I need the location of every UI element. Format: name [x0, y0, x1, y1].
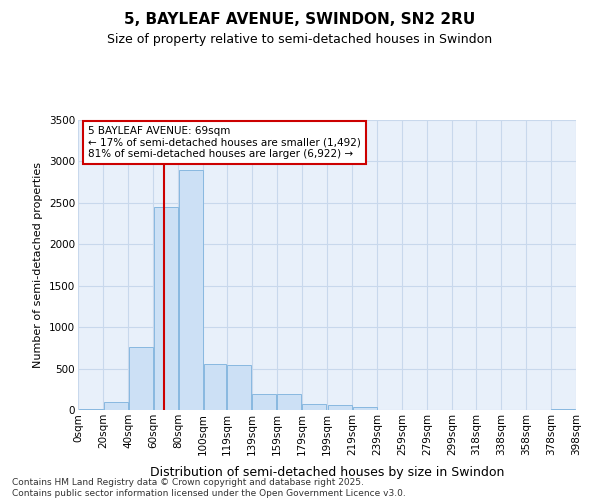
Bar — [551, 409, 575, 410]
Bar — [353, 406, 377, 410]
Bar — [128, 347, 152, 410]
Bar — [104, 402, 128, 410]
Y-axis label: Number of semi-detached properties: Number of semi-detached properties — [34, 162, 43, 368]
Text: 5, BAYLEAF AVENUE, SWINDON, SN2 2RU: 5, BAYLEAF AVENUE, SWINDON, SN2 2RU — [124, 12, 476, 28]
X-axis label: Distribution of semi-detached houses by size in Swindon: Distribution of semi-detached houses by … — [150, 466, 504, 479]
Text: Size of property relative to semi-detached houses in Swindon: Size of property relative to semi-detach… — [107, 32, 493, 46]
Bar — [227, 366, 251, 410]
Text: 5 BAYLEAF AVENUE: 69sqm
← 17% of semi-detached houses are smaller (1,492)
81% of: 5 BAYLEAF AVENUE: 69sqm ← 17% of semi-de… — [88, 126, 361, 159]
Bar — [302, 404, 326, 410]
Bar — [253, 394, 277, 410]
Bar — [203, 364, 226, 410]
Bar — [79, 409, 103, 410]
Bar — [277, 394, 301, 410]
Bar — [328, 406, 352, 410]
Text: Contains HM Land Registry data © Crown copyright and database right 2025.
Contai: Contains HM Land Registry data © Crown c… — [12, 478, 406, 498]
Bar — [154, 207, 178, 410]
Bar — [179, 170, 203, 410]
